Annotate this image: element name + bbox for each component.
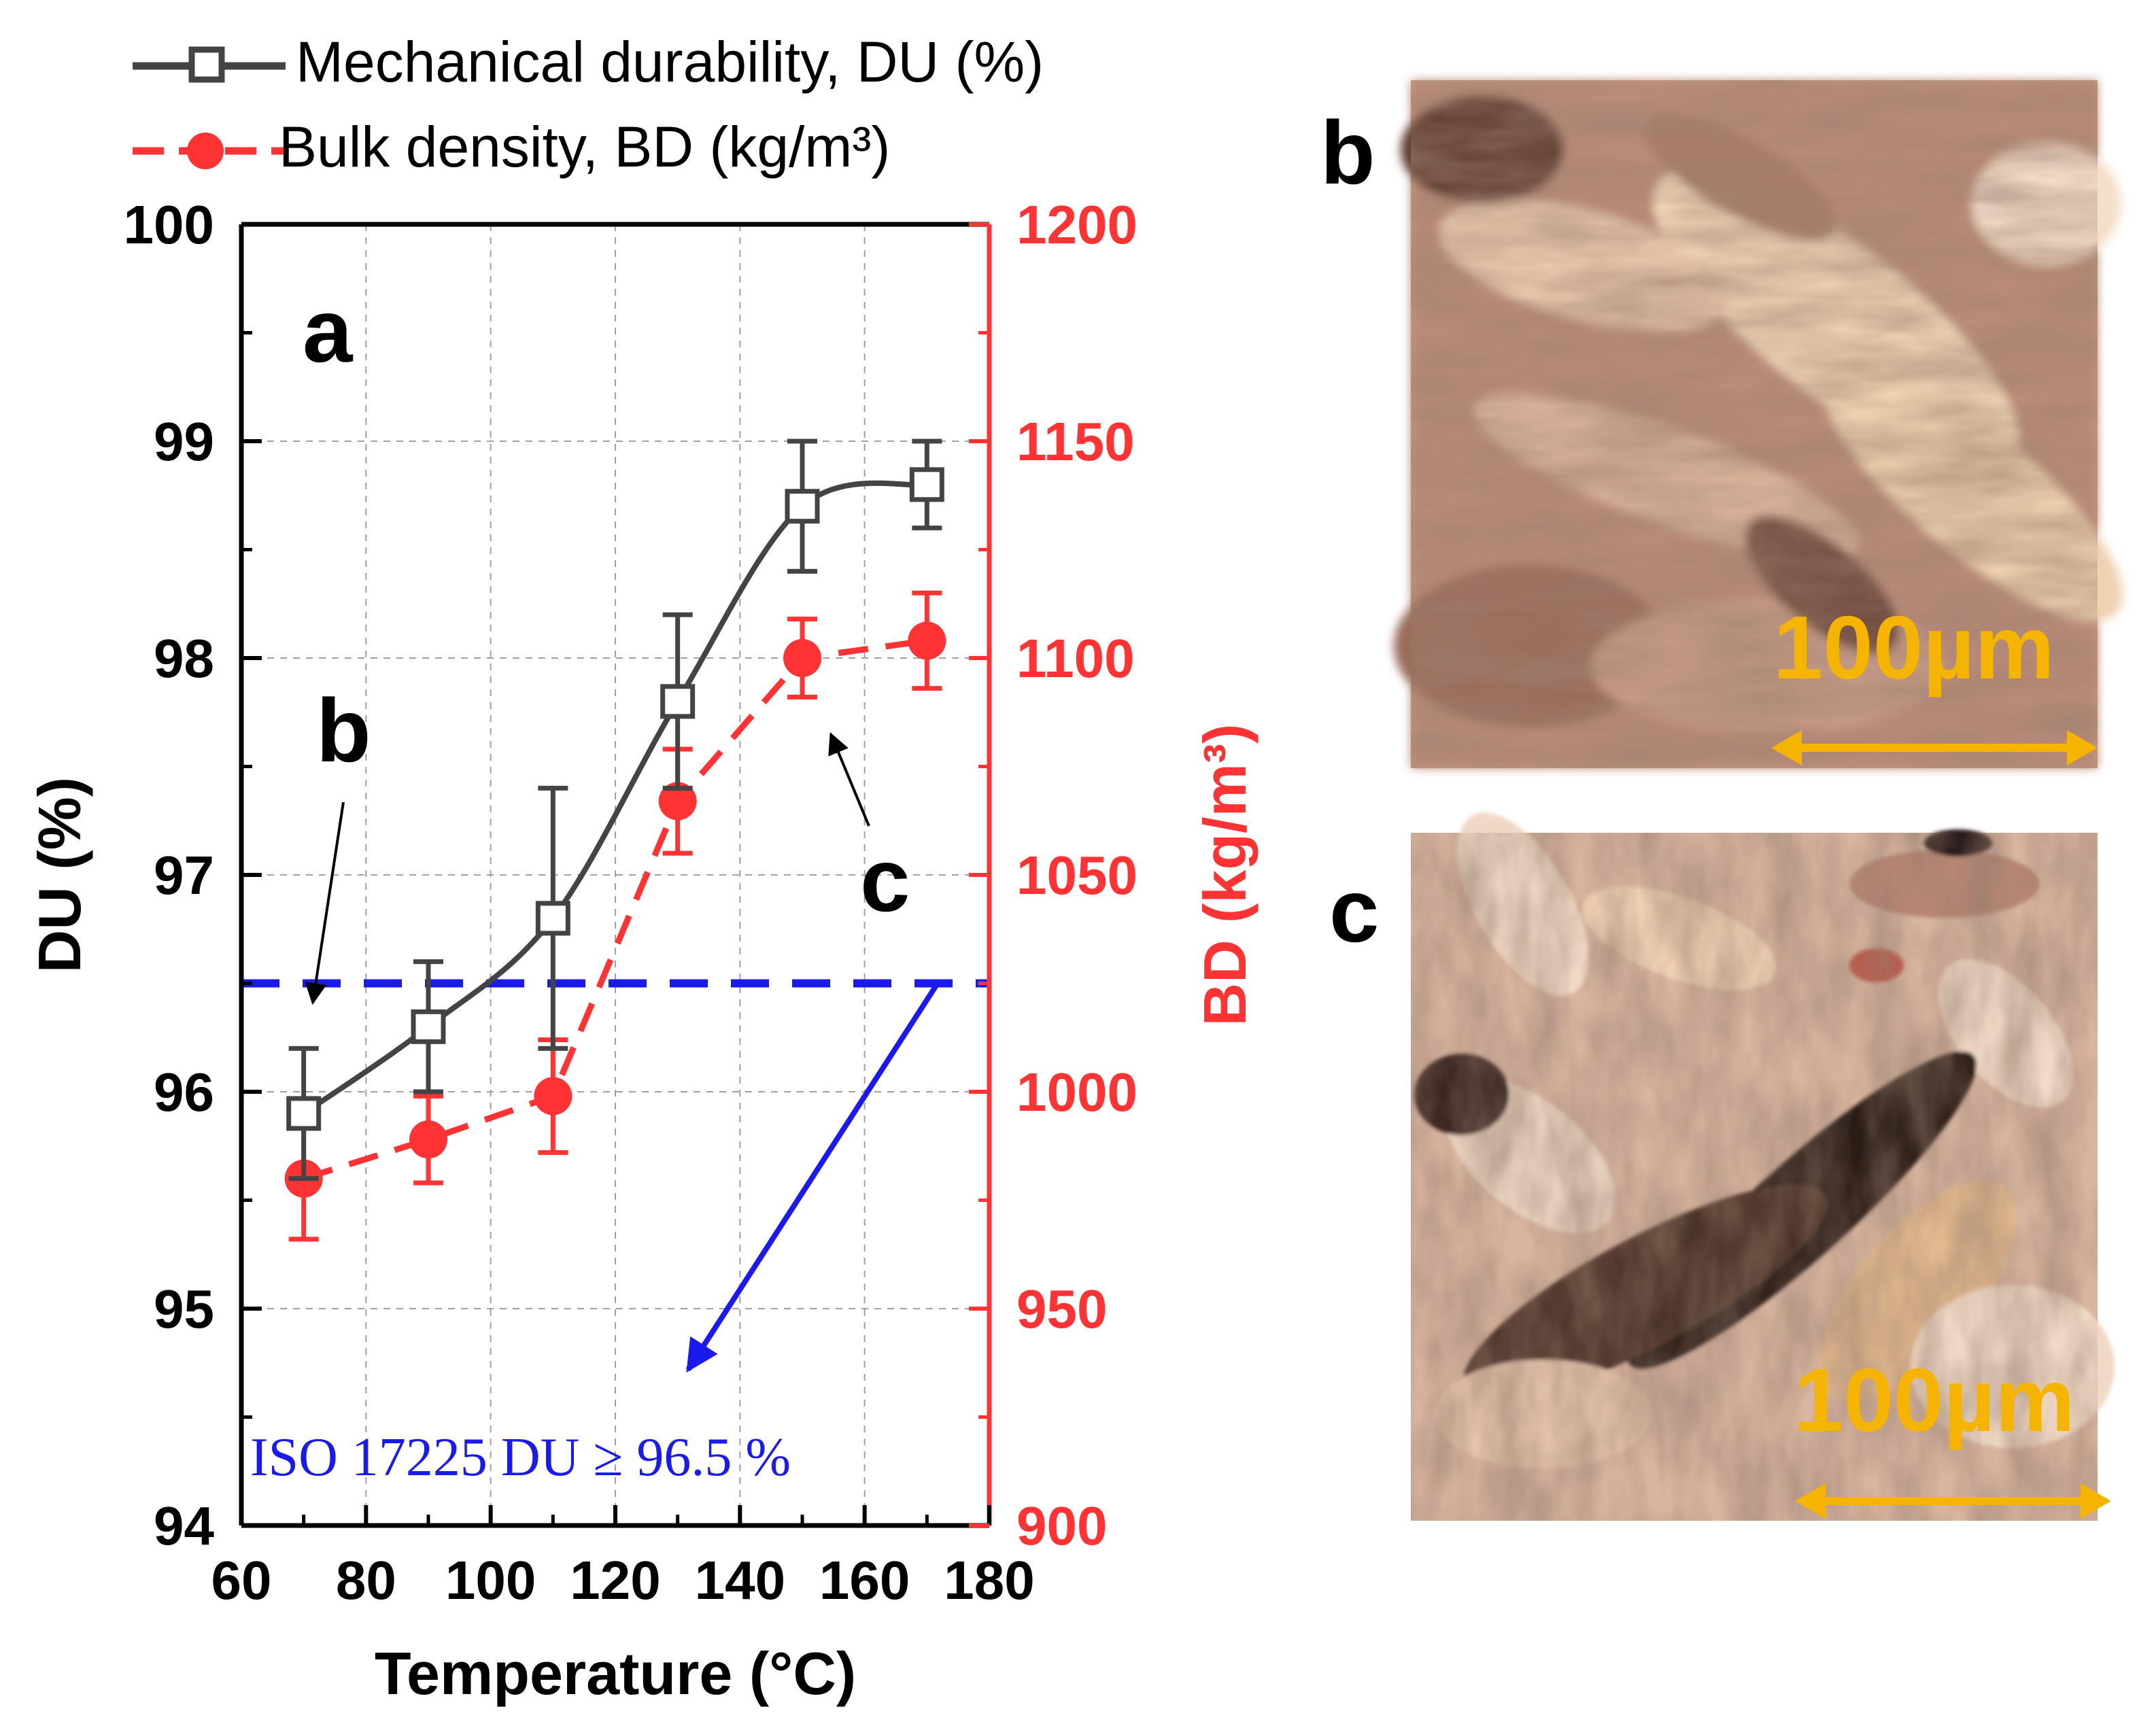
annotation-b-label: b	[316, 680, 371, 780]
iso-arrow	[685, 982, 940, 1373]
y-axis-left-title: DU (%)	[26, 777, 93, 973]
y-right-tick-label-1150: 1150	[1016, 411, 1135, 472]
legend-du-swatch	[133, 46, 286, 83]
y-right-tick-label-950: 950	[1016, 1279, 1107, 1339]
y-right-tick-label-1100: 1100	[1016, 628, 1135, 689]
micrograph-c-scale-arrow-left	[1795, 1483, 1826, 1519]
tick-labels: 60 80 100 120 140 160 180 94 95 96 97 98 99 100 900 950…	[124, 194, 1137, 1610]
y-left-tick-label-98: 98	[154, 628, 214, 689]
bd-point-1	[409, 1120, 447, 1159]
legend-du-label: Mechanical durability, DU (%)	[296, 30, 1044, 94]
bd-point-3	[658, 782, 697, 821]
y-right-tick-label-900: 900	[1016, 1496, 1107, 1556]
y-right-tick-label-1000: 1000	[1016, 1062, 1137, 1122]
y-right-tick-label-1200: 1200	[1016, 194, 1137, 255]
y-axis-right-title: BD (kg/m³)	[1191, 724, 1259, 1027]
ticks	[239, 222, 991, 1528]
x-tick-label-100: 100	[445, 1550, 536, 1610]
bd-point-5	[908, 621, 946, 660]
legend: Mechanical durability, DU (%) Bulk densi…	[133, 30, 1044, 179]
du-point-4	[785, 489, 820, 524]
x-tick-label-80: 80	[336, 1550, 396, 1610]
y-left-tick-label-95: 95	[154, 1279, 214, 1339]
micrograph-b-scale-text: 100µm	[1773, 598, 2055, 697]
du-point-5	[909, 467, 944, 502]
micrograph-b-label: b	[1320, 103, 1375, 203]
y-left-tick-label-99: 99	[154, 411, 214, 472]
micrograph-b-scale-arrow-right	[2067, 730, 2098, 765]
x-tick-label-120: 120	[570, 1550, 660, 1610]
micrograph-c-scale-arrow-right	[2081, 1483, 2111, 1519]
legend-bd-swatch	[133, 133, 286, 169]
y-right-tick-label-1050: 1050	[1016, 845, 1137, 906]
y-left-tick-label-97: 97	[154, 845, 214, 906]
bd-point-4	[783, 639, 821, 677]
micrograph-c-label: c	[1329, 861, 1379, 961]
du-point-1	[411, 1009, 446, 1044]
micrograph-b-scale-arrow-left	[1771, 730, 1802, 765]
micrograph-c-scale-text: 100µm	[1794, 1350, 2075, 1450]
micrograph-b	[1394, 80, 2123, 768]
annotation-c-label: c	[860, 830, 910, 930]
x-tick-label-60: 60	[211, 1550, 272, 1610]
y-left-tick-label-94: 94	[154, 1496, 214, 1556]
du-point-3	[660, 684, 696, 719]
y-left-tick-label-96: 96	[154, 1062, 214, 1122]
legend-bd-label: Bulk density, BD (kg/m³)	[279, 115, 890, 179]
micrograph-c	[1411, 812, 2115, 1521]
series-du	[286, 438, 944, 1182]
annotation-c-arrow	[828, 732, 870, 827]
annotation-b-arrow	[305, 801, 345, 1005]
y-left-tick-label-100: 100	[124, 194, 214, 255]
bd-line	[303, 638, 927, 1182]
x-tick-label-160: 160	[819, 1550, 910, 1610]
x-tick-label-140: 140	[695, 1550, 785, 1610]
iso-label: ISO 17225 DU ≥ 96.5 %	[250, 1428, 791, 1487]
x-tick-label-180: 180	[944, 1550, 1034, 1610]
du-point-0	[286, 1096, 322, 1131]
x-axis-title: Temperature (°C)	[375, 1640, 856, 1707]
bd-point-2	[534, 1077, 572, 1116]
du-point-2	[535, 901, 570, 936]
panel-label-a: a	[303, 281, 354, 381]
